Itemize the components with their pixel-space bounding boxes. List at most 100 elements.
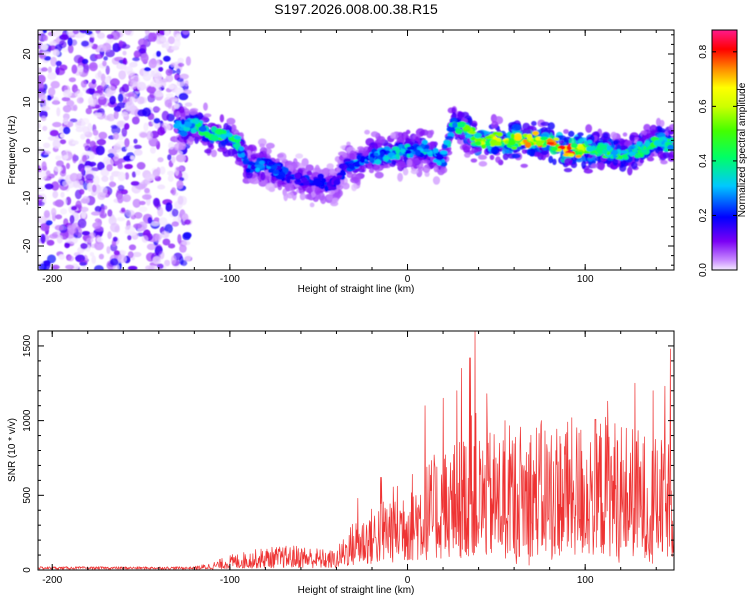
heatmap-cell bbox=[602, 149, 608, 155]
heatmap-cell bbox=[164, 30, 170, 37]
heatmap-cell bbox=[136, 81, 147, 91]
heatmap-cell bbox=[314, 164, 320, 173]
heatmap-cell bbox=[219, 114, 225, 123]
heatmap-cell bbox=[474, 141, 482, 146]
heatmap-cell bbox=[133, 149, 143, 156]
heatmap-cell bbox=[411, 157, 421, 165]
heatmap-cell bbox=[368, 168, 375, 174]
heatmap-cell bbox=[116, 120, 127, 128]
heatmap-cell bbox=[52, 121, 62, 128]
heatmap-cell bbox=[152, 256, 161, 265]
heatmap-cell bbox=[38, 201, 45, 207]
heatmap-cell bbox=[150, 70, 155, 78]
heatmap-cell bbox=[432, 148, 439, 154]
heatmap-cell bbox=[80, 133, 86, 140]
heatmap-cell bbox=[171, 187, 177, 196]
heatmap-cell bbox=[164, 259, 171, 267]
heatmap-cell bbox=[203, 113, 212, 118]
heatmap-cell bbox=[136, 96, 145, 105]
heatmap-cell bbox=[40, 43, 49, 51]
heatmap-cell bbox=[72, 153, 77, 164]
heatmap-cell bbox=[106, 113, 116, 122]
heatmap-cell bbox=[183, 126, 191, 132]
heatmap-cell bbox=[634, 153, 641, 159]
heatmap-cell bbox=[165, 202, 173, 212]
heatmap-cell bbox=[47, 72, 57, 80]
heatmap-cell bbox=[102, 60, 107, 67]
heatmap-cell bbox=[273, 169, 280, 175]
heatmap-cell bbox=[406, 158, 413, 167]
heatmap-cell bbox=[390, 132, 396, 139]
y-tick-label: 1000 bbox=[22, 409, 33, 432]
heatmap-cell bbox=[116, 102, 127, 109]
heatmap-cell bbox=[90, 167, 100, 172]
y-tick-label: 10 bbox=[22, 96, 33, 108]
heatmap-cell bbox=[79, 261, 87, 266]
heatmap-cell bbox=[104, 88, 113, 98]
heatmap-cell bbox=[531, 121, 537, 126]
heatmap-cell bbox=[67, 44, 74, 54]
heatmap-cell bbox=[265, 142, 275, 149]
heatmap-cell bbox=[94, 225, 104, 232]
heatmap-cell bbox=[539, 136, 549, 141]
x-tick-label: -200 bbox=[42, 575, 62, 586]
heatmap-cell bbox=[66, 162, 70, 170]
heatmap-cell bbox=[89, 252, 95, 257]
heatmap-cell bbox=[484, 135, 492, 140]
heatmap-cell bbox=[299, 192, 306, 201]
heatmap-cell bbox=[105, 158, 114, 167]
heatmap-cell bbox=[124, 101, 135, 112]
heatmap-cell bbox=[121, 83, 130, 93]
heatmap-cell bbox=[131, 116, 140, 125]
heatmap-cell bbox=[612, 158, 619, 166]
heatmap-cell bbox=[124, 229, 130, 235]
heatmap-cell bbox=[177, 234, 182, 244]
heatmap-cell bbox=[178, 141, 186, 151]
heatmap-cell bbox=[94, 218, 101, 223]
heatmap-cell bbox=[255, 160, 261, 166]
heatmap-cell bbox=[528, 148, 536, 157]
heatmap-cell bbox=[70, 205, 78, 211]
heatmap-cell bbox=[122, 57, 128, 66]
heatmap-cell bbox=[494, 141, 501, 146]
heatmap-cell bbox=[145, 265, 155, 270]
heatmap-cell bbox=[75, 126, 84, 133]
heatmap-cell bbox=[174, 39, 181, 48]
heatmap-cell bbox=[176, 68, 181, 75]
heatmap-cell bbox=[43, 142, 51, 149]
heatmap-cell bbox=[46, 95, 52, 101]
heatmap-cell bbox=[217, 147, 226, 152]
heatmap-cell bbox=[80, 243, 88, 250]
heatmap-cell bbox=[121, 127, 128, 137]
heatmap-cell bbox=[125, 209, 135, 217]
heatmap-cell bbox=[391, 160, 397, 165]
heatmap-cell bbox=[124, 172, 130, 180]
heatmap-cell bbox=[396, 161, 407, 168]
heatmap-cell bbox=[165, 68, 173, 76]
heatmap-cell bbox=[67, 37, 73, 47]
heatmap-cell bbox=[126, 70, 136, 76]
heatmap-cell bbox=[240, 152, 245, 158]
heatmap-cell bbox=[38, 216, 47, 224]
heatmap-cell bbox=[40, 233, 46, 244]
heatmap-cell bbox=[94, 54, 103, 60]
heatmap-cell bbox=[432, 176, 441, 185]
heatmap-cell bbox=[94, 241, 104, 251]
heatmap-cell bbox=[117, 171, 126, 182]
heatmap-cell bbox=[524, 141, 532, 149]
heatmap-cell bbox=[38, 92, 46, 100]
heatmap-cell bbox=[148, 32, 154, 42]
heatmap-cell bbox=[410, 168, 419, 175]
heatmap-cell bbox=[470, 158, 478, 163]
heatmap-cell bbox=[72, 30, 80, 35]
heatmap-cell bbox=[546, 141, 555, 145]
heatmap-cell bbox=[662, 151, 670, 159]
heatmap-cell bbox=[132, 198, 141, 208]
x-tick-label: -200 bbox=[42, 274, 62, 285]
heatmap-cell bbox=[577, 132, 584, 137]
heatmap-cell bbox=[255, 167, 261, 172]
colorbar-tick-label: 0.0 bbox=[698, 263, 709, 277]
y-tick-label: 500 bbox=[22, 487, 33, 504]
heatmap-cell bbox=[117, 64, 127, 70]
